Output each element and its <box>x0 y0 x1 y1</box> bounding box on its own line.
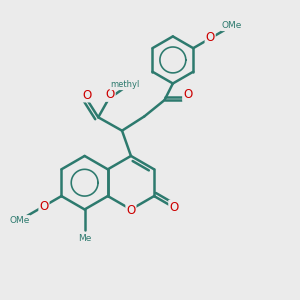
Text: O: O <box>206 31 215 44</box>
Text: Me: Me <box>78 234 91 243</box>
Text: O: O <box>82 88 92 101</box>
Text: O: O <box>126 203 136 217</box>
Text: OMe: OMe <box>9 216 30 225</box>
Text: O: O <box>39 200 49 213</box>
Text: methyl: methyl <box>110 80 140 89</box>
Text: O: O <box>169 201 178 214</box>
Text: O: O <box>106 88 115 101</box>
Text: O: O <box>183 88 192 101</box>
Text: OMe: OMe <box>222 21 242 30</box>
